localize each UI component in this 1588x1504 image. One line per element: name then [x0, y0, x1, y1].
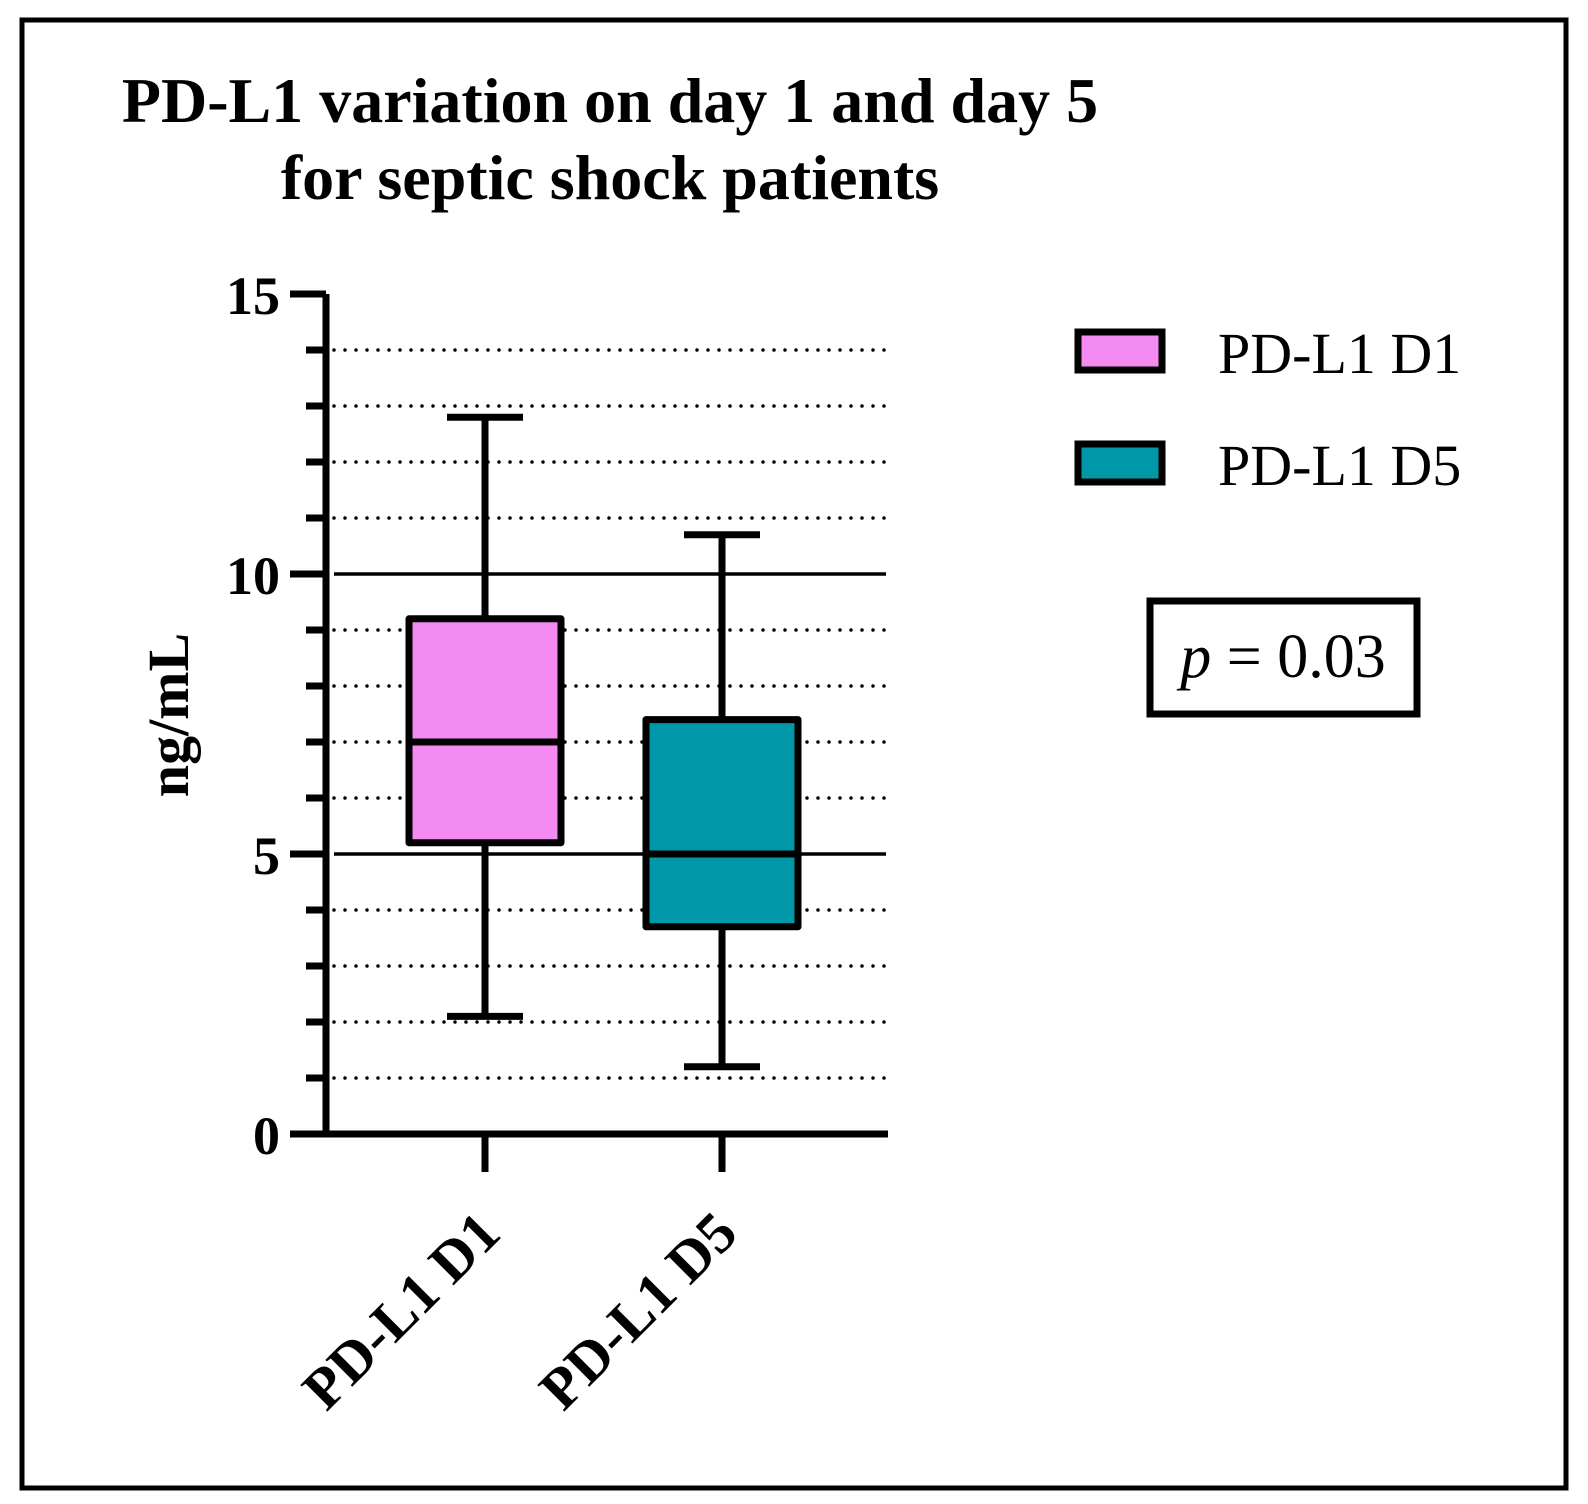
box-iqr — [405, 615, 565, 847]
y-tick-label: 0 — [253, 1106, 280, 1166]
chart-title-line-2: for septic shock patients — [281, 142, 939, 213]
p-value-text: p = 0.03 — [1176, 623, 1385, 691]
legend-swatch-d1 — [1074, 328, 1166, 374]
legend-label-d1: PD-L1 D1 — [1218, 321, 1461, 386]
box-series — [405, 413, 802, 1071]
legend-swatch-d5 — [1074, 440, 1166, 486]
p-value-symbol: p — [1176, 623, 1211, 691]
legend: PD-L1 D1 PD-L1 D5 — [1074, 321, 1461, 498]
y-axis-ticks: 0 5 10 15 — [226, 266, 326, 1166]
y-tick-label: 15 — [226, 266, 280, 326]
gridlines — [332, 348, 888, 1080]
p-value-number: = 0.03 — [1211, 623, 1385, 691]
box-iqr — [642, 716, 802, 931]
chart-title-line-1: PD-L1 variation on day 1 and day 5 — [122, 65, 1098, 136]
box-2 — [642, 531, 802, 1071]
y-axis-label: ng/mL — [136, 633, 201, 797]
p-value-box — [1146, 597, 1421, 718]
legend-label-d5: PD-L1 D5 — [1218, 433, 1461, 498]
box-1 — [405, 413, 565, 1020]
p-value-annotation: p = 0.03 — [1146, 597, 1421, 718]
y-tick-label: 5 — [253, 826, 280, 886]
y-tick-label: 10 — [226, 546, 280, 606]
